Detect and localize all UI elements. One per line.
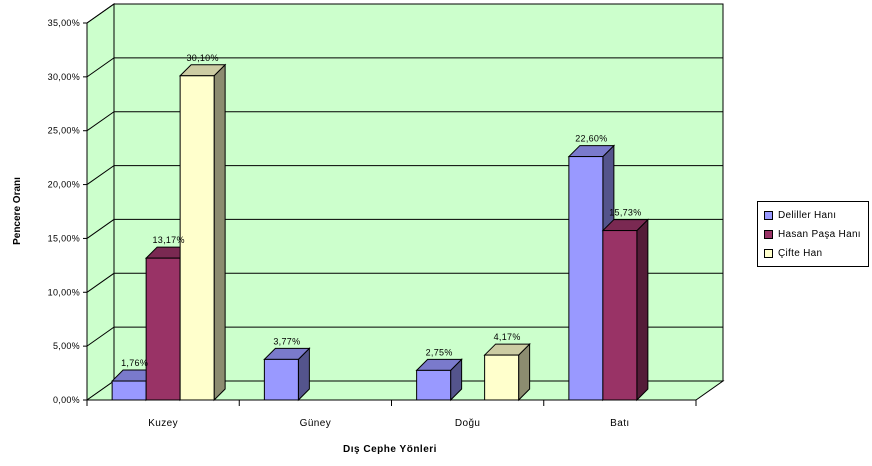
bar — [178, 63, 227, 402]
data-label: 30,10% — [186, 53, 218, 63]
legend-item-deliller: Deliller Hanı — [764, 206, 868, 225]
x-tick-label: Batı — [610, 418, 629, 429]
bar-front — [602, 230, 638, 401]
bar-front — [416, 369, 452, 401]
legend-item-hasan-pasa: Hasan Paşa Hanı — [764, 225, 868, 244]
gridline — [86, 272, 723, 293]
bar — [415, 358, 463, 402]
gridline — [86, 218, 723, 239]
gridline — [86, 326, 723, 347]
legend-item-cifte-han: Çifte Han — [764, 244, 868, 263]
side-wall — [86, 3, 115, 401]
y-axis-title: Pencere Oranı — [12, 177, 23, 245]
legend-label: Çifte Han — [778, 248, 823, 259]
gridline — [86, 57, 723, 78]
y-tick-label: 35,00% — [48, 18, 80, 28]
gridline — [86, 111, 723, 132]
legend-swatch — [764, 249, 773, 258]
bar-front — [111, 380, 147, 401]
data-label: 22,60% — [575, 134, 607, 144]
y-tick-label: 30,00% — [48, 72, 80, 82]
data-label: 13,17% — [152, 235, 184, 245]
bar-front — [263, 358, 299, 401]
bar-side — [636, 218, 649, 402]
legend-label: Deliller Hanı — [778, 210, 837, 221]
y-tick-label: 25,00% — [48, 126, 80, 136]
bar — [483, 342, 531, 402]
bar-front — [568, 156, 604, 401]
bar-side — [213, 63, 226, 402]
bar-front — [145, 257, 181, 401]
data-label: 4,17% — [494, 332, 521, 342]
data-label: 3,77% — [273, 336, 300, 346]
legend-label: Hasan Paşa Hanı — [778, 229, 861, 240]
bar-front — [179, 75, 215, 401]
gridline — [86, 165, 723, 185]
bar — [601, 218, 650, 402]
y-tick-label: 20,00% — [48, 180, 80, 190]
y-tick-label: 15,00% — [48, 233, 80, 243]
legend-swatch — [764, 211, 773, 220]
data-label: 2,75% — [426, 347, 453, 357]
legend-swatch — [764, 230, 773, 239]
data-label: 15,73% — [609, 208, 641, 218]
y-tick-label: 0,00% — [53, 395, 80, 405]
x-axis-title: Dış Cephe Yönleri — [343, 444, 437, 455]
gridline — [86, 3, 723, 24]
y-tick-label: 5,00% — [53, 341, 80, 351]
legend: Deliller Hanı Hasan Paşa Hanı Çifte Han — [757, 201, 869, 267]
bar-front — [484, 354, 520, 401]
x-tick-label: Doğu — [455, 418, 481, 429]
bar — [263, 347, 311, 402]
x-tick-label: Güney — [300, 418, 331, 429]
x-tick-label: Kuzey — [148, 418, 178, 429]
y-tick-label: 10,00% — [48, 287, 80, 297]
data-label: 1,76% — [121, 358, 148, 368]
